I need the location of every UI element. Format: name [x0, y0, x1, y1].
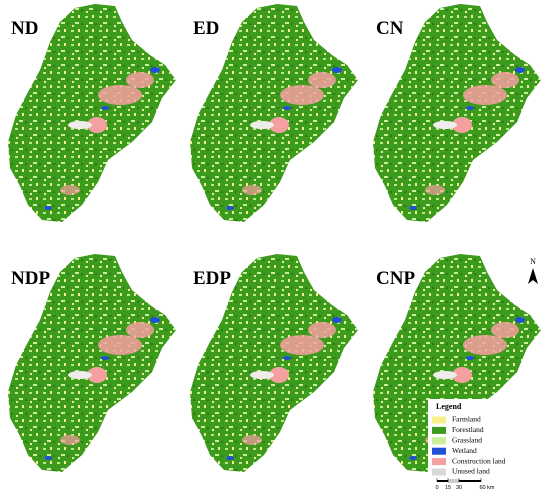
legend-label: Grassland: [452, 436, 482, 445]
scale-label: 30: [456, 485, 462, 491]
legend-label: Forestland: [452, 425, 484, 434]
scale-label: 60 km: [480, 485, 495, 491]
legend-swatch: [432, 416, 446, 424]
map-panel: CNP: [373, 254, 541, 472]
legend-label: Farmland: [452, 415, 481, 424]
legend-swatch: [432, 468, 446, 476]
legend-swatch: [432, 426, 446, 434]
legend-label: Construction land: [452, 456, 506, 465]
map-panel: NDP: [8, 254, 176, 472]
map-panel: EDP: [190, 254, 358, 472]
scale-label: 0: [435, 485, 438, 491]
scale-bar: 0 15 30 60 km: [435, 478, 495, 491]
panel-label: CNP: [376, 268, 415, 289]
legend-swatch: [432, 458, 446, 466]
panel-label: NDP: [11, 268, 50, 289]
legend-title: Legend: [436, 402, 462, 411]
map-panel: CN: [373, 4, 541, 222]
panel-label: ND: [11, 18, 38, 39]
north-arrow-shape: [528, 268, 538, 284]
north-arrow: N: [528, 257, 538, 284]
panel-label: CN: [376, 18, 404, 39]
scale-segment: [459, 480, 481, 482]
panel-label: ED: [193, 18, 219, 39]
north-label: N: [530, 257, 536, 266]
map-panel: ED: [190, 4, 358, 222]
legend-label: Wetland: [452, 446, 477, 455]
scale-segment: [447, 479, 460, 483]
panel-label: EDP: [193, 268, 231, 289]
legend-label: Unused land: [452, 467, 490, 476]
scale-label: 15: [445, 485, 451, 491]
legend-swatch: [432, 447, 446, 455]
panels: ND ED CN NDP EDP CNP: [8, 4, 541, 472]
legend-swatch: [432, 437, 446, 445]
map-panel: ND: [8, 4, 176, 222]
scale-segment: [437, 480, 448, 482]
